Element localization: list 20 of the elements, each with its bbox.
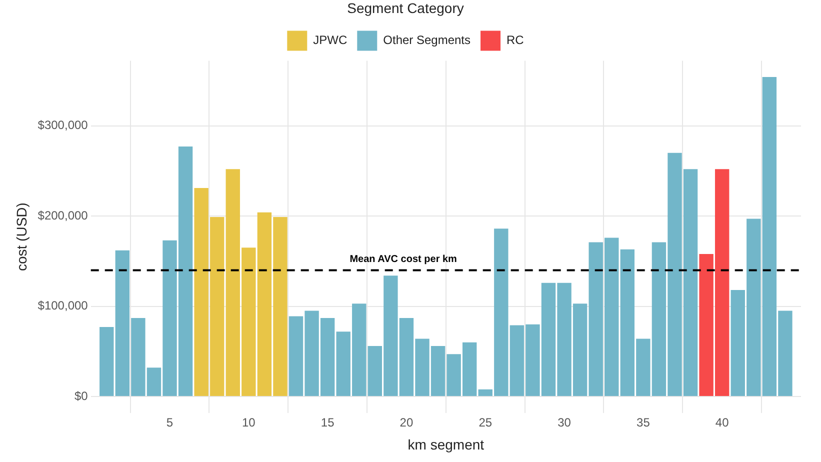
x-tick-label: 30 [558, 415, 572, 430]
x-tick-label: 35 [636, 415, 650, 430]
bar [100, 327, 114, 396]
x-tick-label: 5 [166, 415, 174, 430]
legend-label: RC [506, 33, 524, 48]
y-tick-label: $100,000 [38, 298, 88, 313]
y-tick-label: $200,000 [38, 208, 88, 222]
x-tick-label: 25 [478, 415, 492, 430]
legend-label: JPWC [313, 33, 348, 48]
y-axis-title: cost (USD) [13, 202, 30, 272]
x-tick-label: 15 [320, 415, 335, 430]
legend-label: Other Segments [383, 33, 471, 48]
x-axis-title: km segment [408, 436, 484, 452]
x-tick-label: 10 [242, 415, 256, 430]
x-tick-label: 20 [400, 415, 414, 430]
x-tick-label: 40 [715, 415, 730, 430]
y-tick-label: $0 [74, 388, 88, 403]
ref-line-label: Mean AVC cost per km [350, 254, 458, 265]
y-tick-label: $300,000 [38, 118, 88, 132]
legend-title: Segment Category [347, 0, 464, 16]
